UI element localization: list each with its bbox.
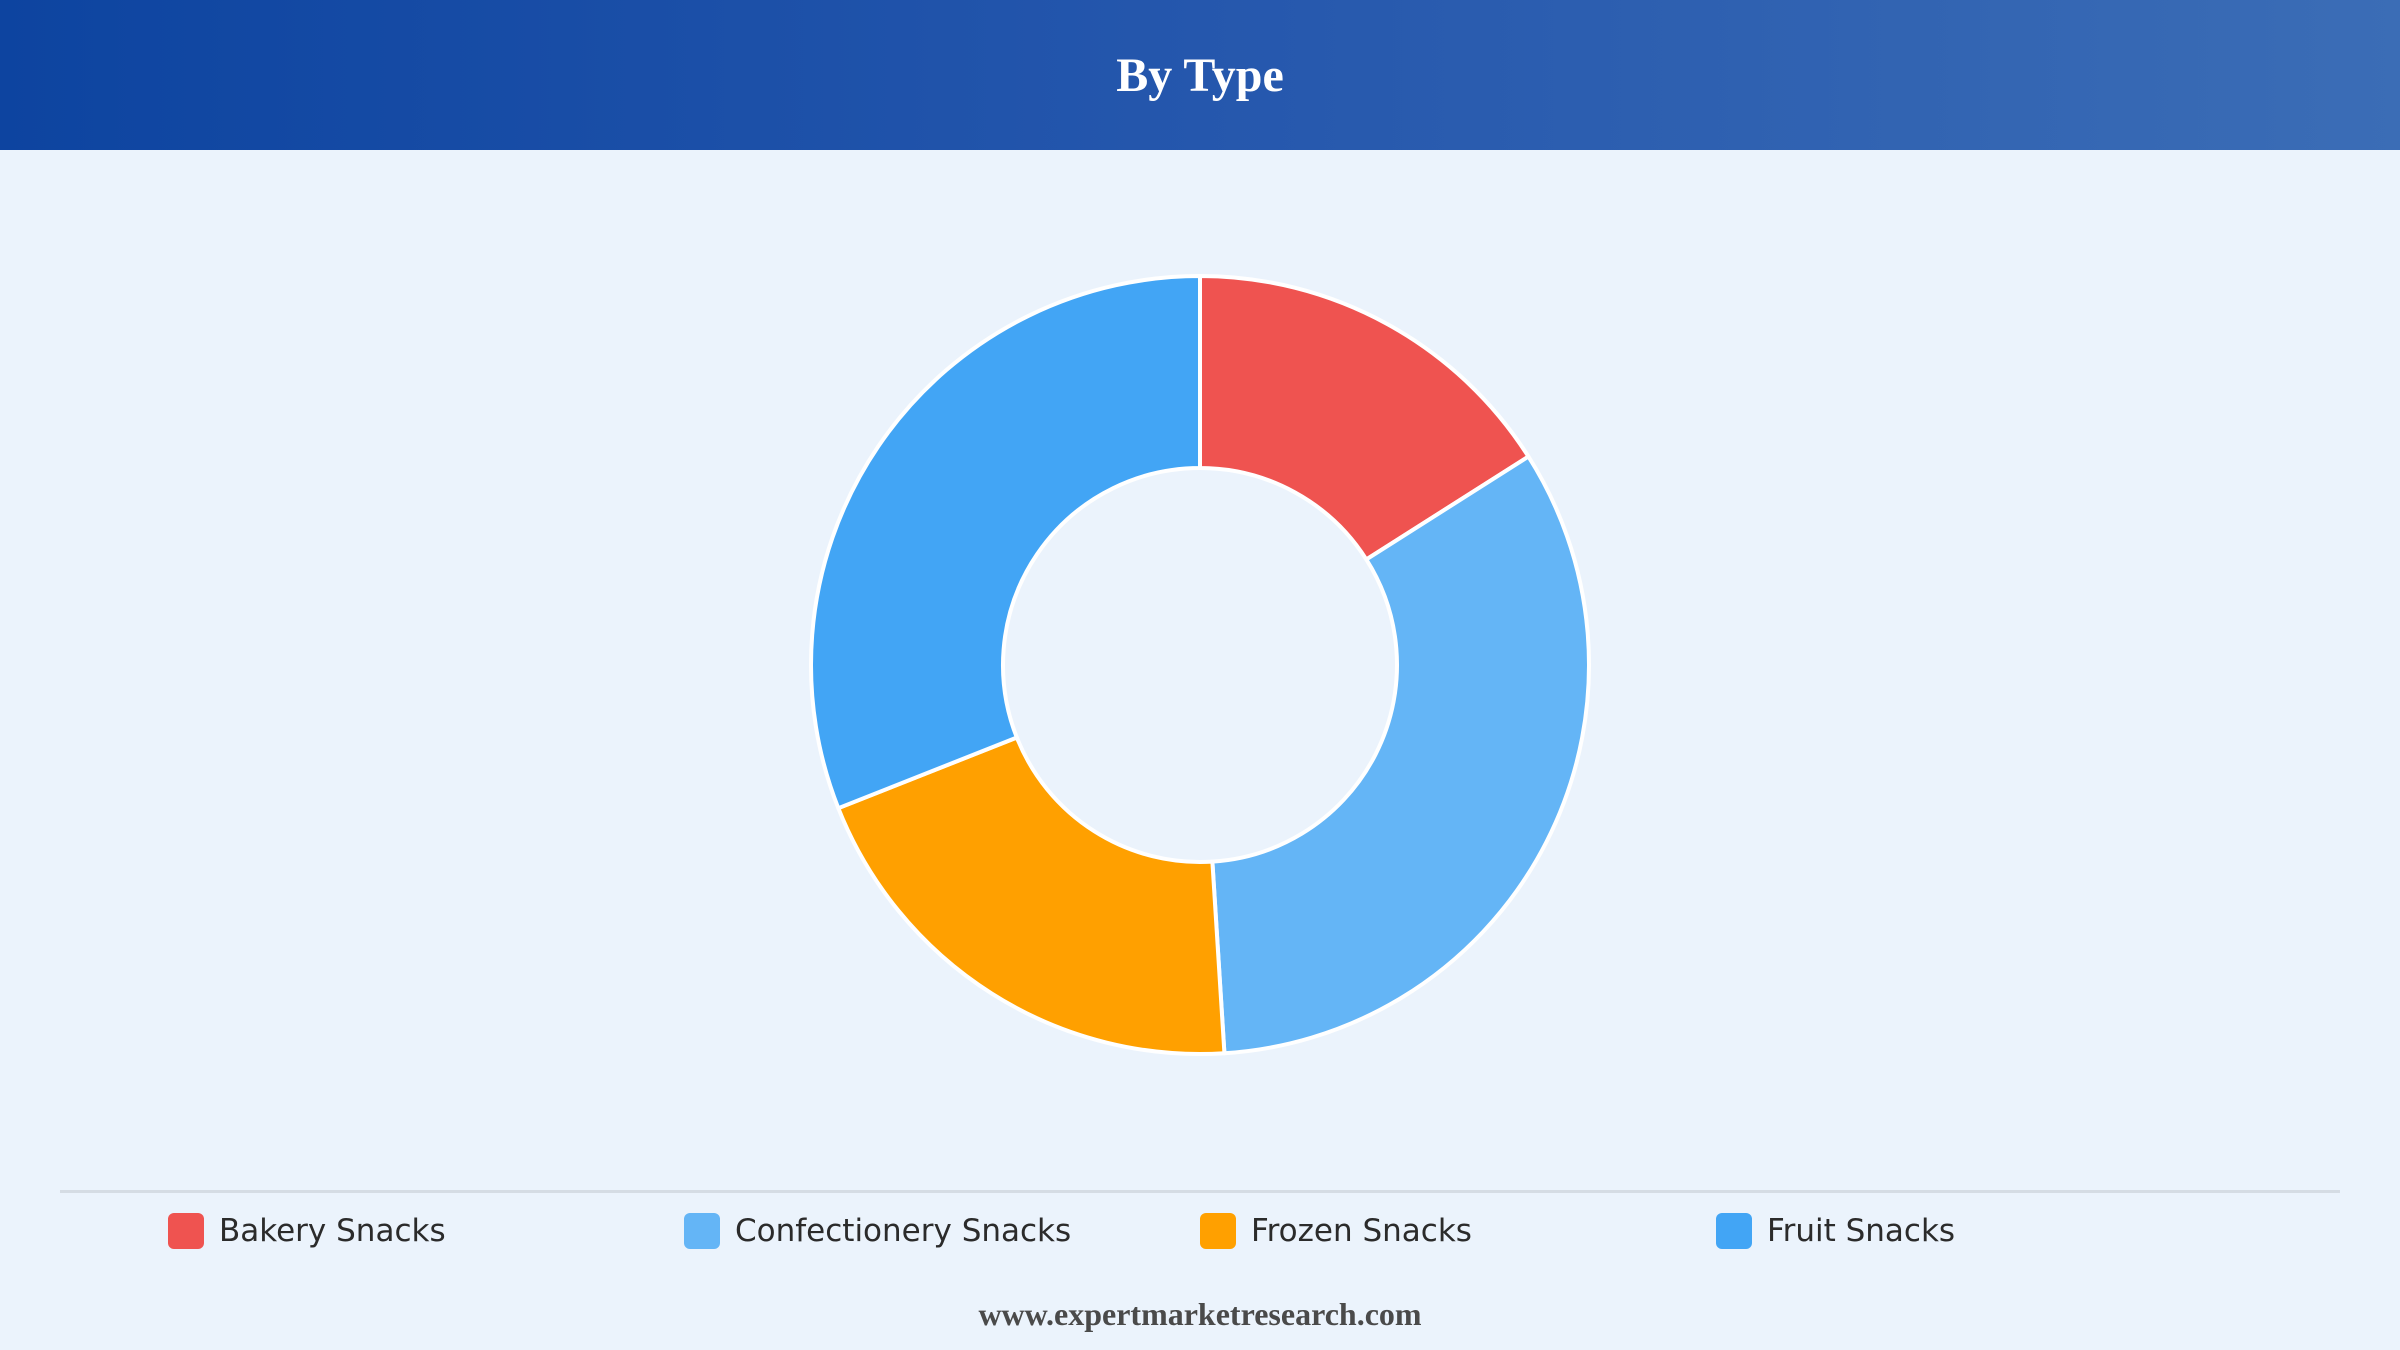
legend-item-confectionery-snacks[interactable]: Confectionery Snacks: [684, 1206, 1071, 1256]
chart-title: By Type: [1116, 48, 1284, 102]
legend-swatch: [1716, 1213, 1752, 1249]
legend-swatch: [1200, 1213, 1236, 1249]
source-footer: www.expertmarketresearch.com: [978, 1296, 1422, 1332]
donut-slice-fruit-snacks[interactable]: [809, 274, 1202, 811]
legend-label: Bakery Snacks: [219, 1213, 446, 1249]
legend-label: Fruit Snacks: [1767, 1213, 1956, 1249]
chart-legend: Bakery Snacks Confectionery Snacks Froze…: [0, 1206, 2400, 1256]
legend-label: Confectionery Snacks: [735, 1213, 1072, 1249]
donut-slice-bakery-snacks[interactable]: [1198, 274, 1531, 562]
legend-item-frozen-snacks[interactable]: Frozen Snacks: [1200, 1206, 1472, 1256]
legend-label: Frozen Snacks: [1251, 1213, 1472, 1249]
legend-swatch: [168, 1213, 204, 1249]
legend-item-bakery-snacks[interactable]: Bakery Snacks: [168, 1206, 446, 1256]
donut-slice-confectionery-snacks[interactable]: [1210, 454, 1591, 1056]
donut-slice-frozen-snacks[interactable]: [836, 735, 1227, 1056]
chart-header: By Type: [0, 0, 2400, 150]
donut-chart: [809, 274, 1591, 1056]
legend-swatch: [684, 1213, 720, 1249]
chart-area: [0, 150, 2400, 1180]
legend-divider: [60, 1190, 2340, 1193]
legend-item-fruit-snacks[interactable]: Fruit Snacks: [1716, 1206, 1955, 1256]
